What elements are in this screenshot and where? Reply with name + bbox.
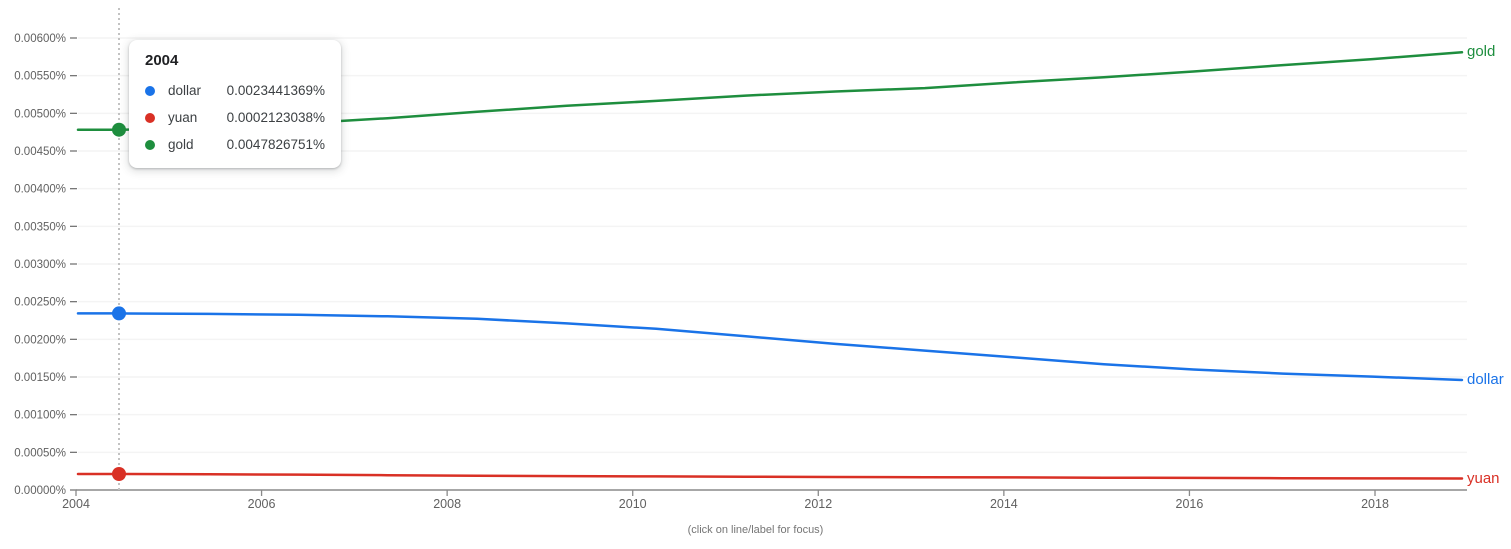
tooltip-row: gold 0.0047826751% bbox=[145, 131, 325, 158]
tooltip-series-name: yuan bbox=[168, 110, 198, 125]
tooltip-series-name: gold bbox=[168, 137, 194, 152]
x-axis-label: 2014 bbox=[990, 497, 1018, 511]
gold-series-dot-icon bbox=[145, 139, 155, 150]
y-axis-label: 0.00100% bbox=[14, 410, 66, 422]
tooltip-series-value: 0.0023441369% bbox=[226, 83, 325, 98]
y-axis-label: 0.00050% bbox=[14, 447, 66, 459]
series-line-yuan[interactable] bbox=[76, 472, 1464, 480]
x-axis-label: 2018 bbox=[1361, 497, 1389, 511]
tooltip-series-name: dollar bbox=[168, 83, 202, 98]
tooltip-series-value: 0.0047826751% bbox=[226, 137, 325, 152]
yuan-series-dot-icon bbox=[145, 112, 155, 123]
series-label-yuan[interactable]: yuan bbox=[1467, 469, 1500, 487]
x-axis-label: 2010 bbox=[619, 497, 647, 511]
x-axis-label: 2012 bbox=[804, 497, 832, 511]
y-axis-label: 0.00300% bbox=[14, 259, 66, 271]
tooltip-row: yuan 0.0002123038% bbox=[145, 104, 325, 131]
series-line-dollar[interactable] bbox=[76, 312, 1464, 382]
y-axis-label: 0.00450% bbox=[14, 146, 66, 158]
hover-tooltip: 2004 dollar 0.0023441369% yuan 0.0002123… bbox=[129, 40, 341, 168]
tooltip-row: dollar 0.0023441369% bbox=[145, 77, 325, 104]
series-label-gold[interactable]: gold bbox=[1467, 43, 1496, 61]
series-label-dollar[interactable]: dollar bbox=[1467, 371, 1504, 388]
tooltip-year: 2004 bbox=[145, 52, 179, 69]
hover-point-dollar bbox=[112, 306, 126, 321]
y-axis-label: 0.00250% bbox=[14, 297, 66, 309]
y-axis-label: 0.00000% bbox=[14, 485, 66, 497]
y-axis-label: 0.00500% bbox=[14, 108, 66, 120]
tooltip-series-value: 0.0002123038% bbox=[226, 110, 325, 125]
y-axis-label: 0.00350% bbox=[14, 221, 66, 233]
dollar-series-dot-icon bbox=[145, 85, 155, 96]
x-axis-label: 2016 bbox=[1176, 497, 1204, 511]
focus-hint-caption: (click on line/label for focus) bbox=[687, 524, 824, 536]
hover-point-yuan bbox=[112, 467, 126, 482]
x-axis-label: 2008 bbox=[433, 497, 461, 511]
y-axis-label: 0.00200% bbox=[14, 334, 66, 346]
y-axis-label: 0.00400% bbox=[14, 184, 66, 196]
y-axis-label: 0.00150% bbox=[14, 372, 66, 384]
hover-point-gold bbox=[112, 122, 126, 137]
x-axis-label: 2004 bbox=[62, 497, 90, 511]
x-axis-label: 2006 bbox=[248, 497, 276, 511]
y-axis-label: 0.00550% bbox=[14, 71, 66, 83]
y-axis-label: 0.00600% bbox=[14, 33, 66, 45]
